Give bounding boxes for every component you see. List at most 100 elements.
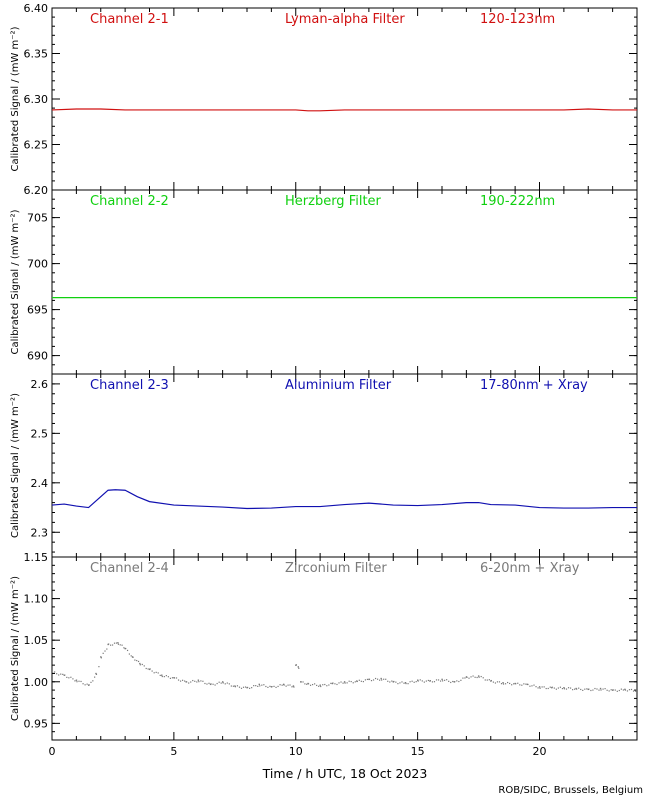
data-point xyxy=(614,689,616,691)
data-point xyxy=(500,683,503,685)
data-point xyxy=(624,688,626,691)
data-point xyxy=(212,683,214,685)
data-point xyxy=(498,681,501,683)
data-point xyxy=(364,679,367,681)
panel-3: 2.3 2.4 2.5 2.6 Calibrated Signal / (mW m⁻²)… xyxy=(10,373,638,558)
data-point xyxy=(145,667,147,670)
data-point xyxy=(502,682,504,684)
data-point xyxy=(592,689,594,691)
data-point xyxy=(161,674,163,676)
data-point xyxy=(563,686,565,689)
y-axis-label: Calibrated Signal / (mW m⁻²) xyxy=(10,26,21,171)
y-tick-label: 705 xyxy=(27,212,48,225)
data-point xyxy=(208,682,210,684)
data-point xyxy=(282,683,285,686)
data-point xyxy=(275,686,277,689)
data-point xyxy=(82,683,84,685)
data-point xyxy=(600,689,602,691)
data-point xyxy=(159,674,161,677)
data-point xyxy=(421,680,423,682)
data-point xyxy=(171,677,174,679)
data-point xyxy=(306,683,308,685)
data-point xyxy=(403,682,405,684)
data-point xyxy=(541,686,543,688)
data-point xyxy=(450,681,452,684)
data-point xyxy=(202,680,204,682)
data-point xyxy=(465,676,468,678)
data-point xyxy=(309,684,312,686)
data-point xyxy=(380,677,382,680)
data-point xyxy=(525,683,527,685)
data-point xyxy=(557,687,559,689)
data-point xyxy=(586,688,588,690)
data-point xyxy=(206,683,208,685)
data-point xyxy=(488,679,490,681)
data-point xyxy=(628,689,631,691)
data-point xyxy=(478,676,480,678)
y-tick-label: 1.10 xyxy=(24,593,49,606)
data-point xyxy=(165,675,167,677)
data-point xyxy=(72,678,74,680)
data-point xyxy=(173,677,175,679)
band-title: 6-20nm + Xray xyxy=(480,561,580,576)
data-point xyxy=(472,675,474,677)
data-point xyxy=(608,690,610,692)
data-point xyxy=(360,680,362,682)
data-point xyxy=(131,656,134,658)
data-point xyxy=(147,668,149,670)
data-point xyxy=(462,677,464,679)
data-point xyxy=(470,676,472,678)
data-point xyxy=(253,685,255,687)
data-point xyxy=(442,680,444,682)
data-point xyxy=(484,679,486,681)
data-point xyxy=(80,680,82,683)
data-point xyxy=(387,680,389,682)
data-point xyxy=(179,680,182,682)
y-tick-label: 6.25 xyxy=(24,139,49,152)
data-point xyxy=(634,690,637,692)
data-point xyxy=(405,682,407,685)
channel-title: Channel 2-3 xyxy=(90,378,169,393)
data-point xyxy=(352,682,354,684)
data-point xyxy=(95,673,98,675)
data-point xyxy=(151,670,153,672)
data-point xyxy=(198,681,200,683)
data-point xyxy=(458,680,460,683)
data-point xyxy=(618,689,620,692)
data-point xyxy=(415,681,417,683)
data-point xyxy=(63,674,65,676)
data-point xyxy=(389,681,391,683)
data-point xyxy=(222,681,224,683)
data-point xyxy=(379,679,381,681)
data-point xyxy=(523,683,525,685)
band-title: 120-123nm xyxy=(480,12,555,27)
channel-title: Channel 2-1 xyxy=(90,12,169,27)
data-point xyxy=(259,685,261,687)
data-point xyxy=(106,648,108,650)
data-point xyxy=(636,689,637,691)
data-point xyxy=(300,681,302,683)
data-point xyxy=(236,685,239,687)
data-point xyxy=(222,682,224,684)
data-point xyxy=(504,683,507,685)
data-point xyxy=(302,681,304,683)
data-point xyxy=(163,676,165,678)
data-point xyxy=(427,679,429,682)
data-point xyxy=(533,684,535,686)
data-point xyxy=(267,686,269,689)
data-point xyxy=(269,685,271,687)
data-point xyxy=(121,644,123,646)
data-point xyxy=(370,680,373,682)
data-point xyxy=(84,684,86,686)
filter-title: Aluminium Filter xyxy=(285,378,392,393)
data-point xyxy=(258,683,260,686)
data-point xyxy=(119,644,121,646)
y-tick-label: 1.15 xyxy=(24,551,49,564)
data-point xyxy=(177,679,180,681)
data-point xyxy=(287,684,289,686)
data-point xyxy=(157,672,159,674)
data-point xyxy=(104,650,106,652)
data-point xyxy=(257,685,259,687)
y-axis-label: Calibrated Signal / (mW m⁻²) xyxy=(10,393,21,538)
data-point xyxy=(126,649,129,652)
